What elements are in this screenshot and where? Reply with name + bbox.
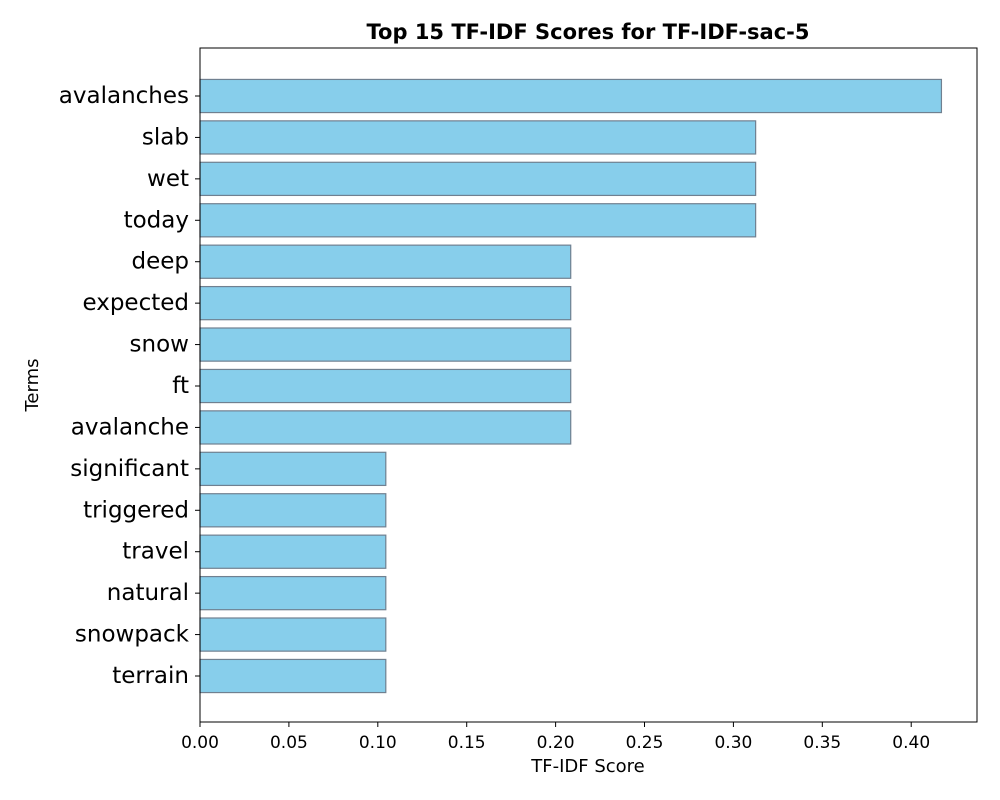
bar-wet xyxy=(199,161,757,197)
bar-triggered xyxy=(199,493,387,528)
bar-avalanche xyxy=(199,410,572,445)
y-tick-label-wet: wet xyxy=(147,166,189,192)
bar-travel xyxy=(199,534,387,569)
x-tick-label: 0.35 xyxy=(803,733,841,753)
bar-terrain xyxy=(199,658,387,694)
x-tick-label: 0.00 xyxy=(181,733,219,753)
x-tick-label: 0.25 xyxy=(626,733,664,753)
y-axis-label: Terms xyxy=(22,358,43,412)
y-tick-label-avalanche: avalanche xyxy=(71,414,189,440)
bar-deep xyxy=(199,244,572,279)
x-tick-label: 0.15 xyxy=(448,733,486,753)
bar-avalanches xyxy=(199,78,943,114)
plot-frame xyxy=(199,47,978,723)
y-tick-label-ft: ft xyxy=(172,373,189,399)
x-axis-ticks: 0.00 0.05 0.10 0.15 0.20 0.25 0.30 0.35 0.40 xyxy=(181,722,930,753)
bar-expected xyxy=(199,285,572,321)
y-tick-label-avalanches: avalanches xyxy=(59,83,189,109)
x-axis-label: TF-IDF Score xyxy=(530,756,645,777)
y-tick-label-slab: slab xyxy=(142,124,189,150)
y-tick-label-significant: significant xyxy=(70,456,189,482)
bar-snowpack xyxy=(199,617,387,652)
x-tick-label: 0.30 xyxy=(714,733,752,753)
x-tick-label: 0.40 xyxy=(892,733,930,753)
y-tick-label-snowpack: snowpack xyxy=(75,622,190,648)
y-tick-label-triggered: triggered xyxy=(83,497,189,523)
y-tick-label-snow: snow xyxy=(130,332,189,358)
bar-significant xyxy=(199,451,387,487)
bar-natural xyxy=(199,575,387,611)
x-tick-label: 0.05 xyxy=(270,733,308,753)
bars-group xyxy=(199,78,943,694)
y-axis-ticks: avalanches slab wet today deep expected snow ft… xyxy=(59,83,200,689)
y-tick-label-terrain: terrain xyxy=(112,663,189,689)
bar-ft xyxy=(199,368,572,404)
x-tick-label: 0.20 xyxy=(537,733,575,753)
y-tick-label-natural: natural xyxy=(107,580,189,606)
y-tick-label-travel: travel xyxy=(122,539,189,565)
y-tick-label-deep: deep xyxy=(132,249,190,275)
y-tick-label-expected: expected xyxy=(82,290,189,316)
bar-slab xyxy=(199,120,757,155)
x-tick-label: 0.10 xyxy=(359,733,397,753)
bar-today xyxy=(199,203,757,238)
y-tick-label-today: today xyxy=(124,207,189,233)
bar-snow xyxy=(199,327,572,362)
chart-title: Top 15 TF-IDF Scores for TF-IDF-sac-5 xyxy=(367,20,810,44)
